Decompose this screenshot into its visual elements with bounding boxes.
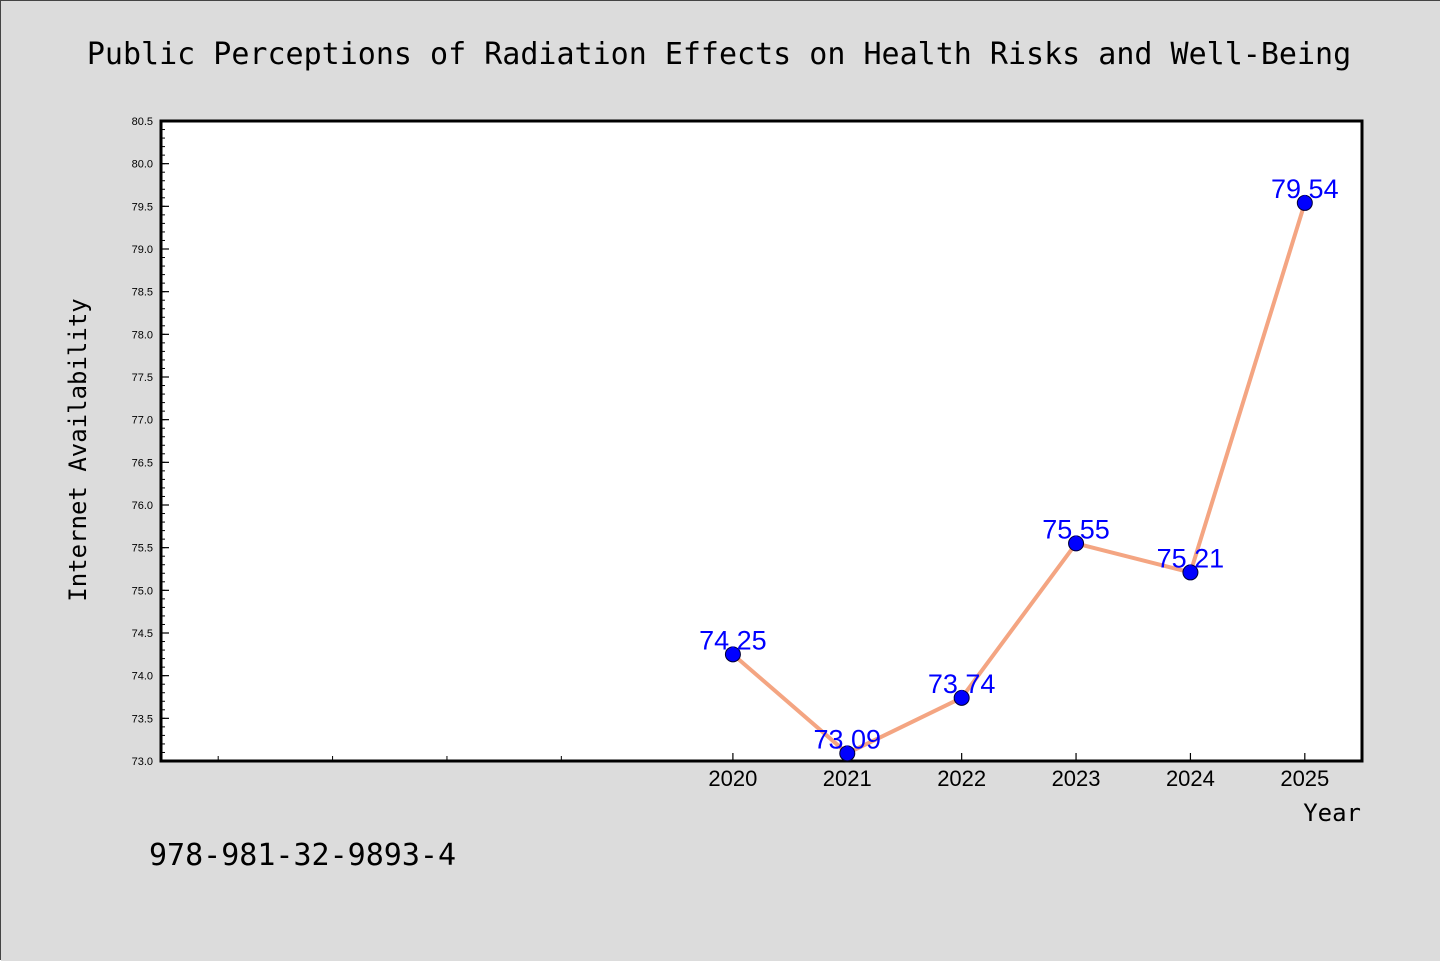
y-tick-label: 74.5 bbox=[132, 628, 153, 640]
data-point bbox=[1182, 564, 1199, 581]
isbn-text: 978-981-32-9893-4 bbox=[149, 838, 456, 873]
data-label: 79.54 bbox=[1271, 174, 1339, 204]
y-tick-label: 73.5 bbox=[132, 713, 153, 725]
series-line bbox=[730, 200, 1307, 756]
y-tick-label: 76.5 bbox=[132, 457, 153, 469]
data-point bbox=[839, 745, 856, 762]
y-tick-label: 80.0 bbox=[132, 159, 153, 171]
data-point bbox=[724, 646, 741, 663]
data-label: 73.74 bbox=[928, 669, 996, 699]
y-tick-label: 74.0 bbox=[132, 671, 153, 683]
y-tick-label: 75.0 bbox=[132, 585, 153, 597]
y-tick-label: 79.0 bbox=[132, 244, 153, 256]
data-labels: 74.25 73.09 73.74 75.55 75.21 79.54 bbox=[699, 174, 1338, 754]
series-line-group bbox=[730, 200, 1307, 756]
data-label: 74.25 bbox=[699, 625, 767, 655]
y-tick-label: 75.5 bbox=[132, 543, 153, 555]
data-label: 73.09 bbox=[813, 724, 881, 754]
y-axis-ticks: 73.0 73.5 74.0 74.5 75.0 75.5 76.0 76.5 77.0 77.5… bbox=[132, 116, 169, 768]
data-point bbox=[1296, 194, 1313, 211]
y-tick-label: 78.0 bbox=[132, 329, 153, 341]
x-tick-label: 2021 bbox=[823, 766, 872, 791]
plot-area bbox=[159, 119, 1364, 763]
x-tick-label: 2025 bbox=[1280, 766, 1329, 791]
chart-title: Public Perceptions of Radiation Effects … bbox=[87, 37, 1351, 72]
data-markers bbox=[724, 194, 1313, 762]
y-tick-label: 73.0 bbox=[132, 756, 153, 768]
y-tick-label: 80.5 bbox=[132, 116, 153, 128]
data-label: 75.21 bbox=[1157, 543, 1225, 573]
data-point bbox=[1068, 535, 1085, 552]
x-axis-ticks: 2020 2021 2022 2023 2024 2025 bbox=[217, 753, 1329, 791]
y-tick-label: 79.5 bbox=[132, 201, 153, 213]
y-tick-label: 77.0 bbox=[132, 415, 153, 427]
x-axis-label: Year bbox=[1303, 799, 1361, 827]
data-point bbox=[953, 689, 970, 706]
x-tick-label: 2024 bbox=[1166, 766, 1215, 791]
y-tick-label: 77.5 bbox=[132, 372, 153, 384]
y-tick-label: 78.5 bbox=[132, 287, 153, 299]
data-label: 75.55 bbox=[1042, 514, 1110, 544]
x-tick-label: 2023 bbox=[1052, 766, 1101, 791]
x-tick-label: 2022 bbox=[937, 766, 986, 791]
x-tick-label: 2020 bbox=[708, 766, 757, 791]
y-tick-label: 76.0 bbox=[132, 500, 153, 512]
y-axis-label: Internet Availability bbox=[64, 298, 92, 601]
